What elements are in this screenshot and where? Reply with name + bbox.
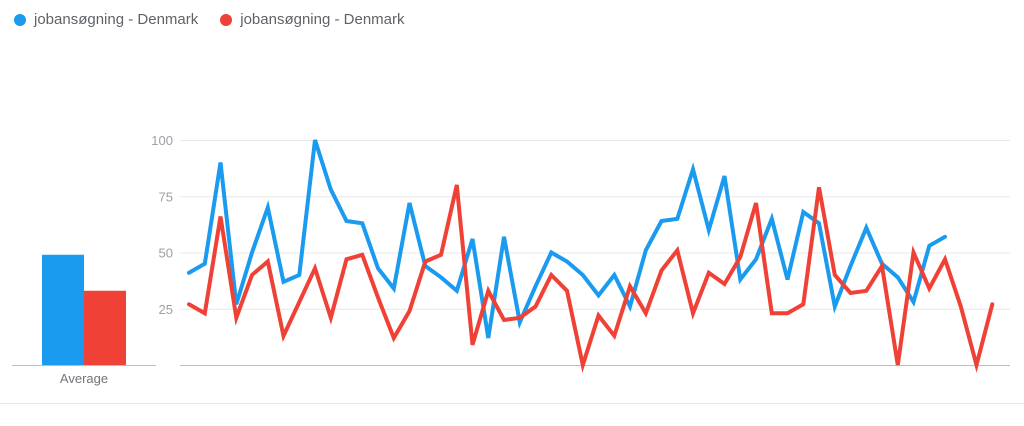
chart-legend: jobansøgning - Denmark jobansøgning - De… (14, 11, 405, 28)
legend-item-series-2[interactable]: jobansøgning - Denmark (220, 11, 405, 28)
legend-label-series-2: jobansøgning - Denmark (240, 11, 405, 28)
average-bar-2 (84, 290, 126, 365)
average-label: Average (60, 371, 108, 386)
series-line-2 (187, 184, 995, 373)
footer-divider (0, 403, 1024, 404)
legend-label-series-1: jobansøgning - Denmark (34, 11, 199, 28)
legend-dot-series-2 (220, 13, 233, 26)
y-tick-label-75: 75 (159, 189, 173, 204)
legend-dot-series-1 (14, 13, 26, 26)
y-tick-label-50: 50 (159, 246, 173, 261)
series-line-1 (187, 139, 947, 339)
average-bar-1 (42, 254, 84, 365)
y-tick-label-25: 25 (159, 302, 173, 317)
y-tick-label-100: 100 (151, 133, 173, 148)
legend-item-series-1[interactable]: jobansøgning - Denmark (14, 11, 198, 28)
